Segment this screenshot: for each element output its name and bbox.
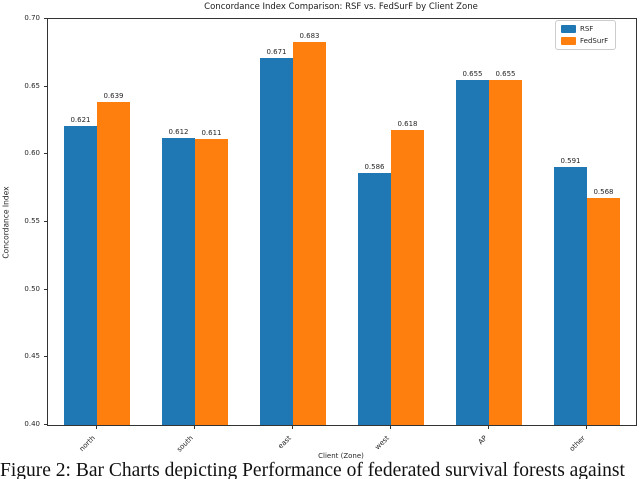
bar-rsf-AP	[456, 79, 489, 425]
bar-rsf-east	[260, 58, 293, 425]
plot-area: 0.621 0.639 0.612 0.611 0.671 0.683 0.586 0.618…	[47, 18, 637, 426]
bar-value-label: 0.683	[299, 32, 320, 40]
y-tick-mark	[44, 153, 48, 155]
y-tick-mark	[44, 85, 48, 87]
y-tick-mark	[44, 288, 48, 290]
x-tick-mark	[292, 425, 293, 429]
chart-title: Concordance Index Comparison: RSF vs. Fe…	[204, 2, 478, 12]
bar-fedsurf-west	[391, 129, 424, 425]
legend-entry-fedsurf: FedSurF	[561, 37, 608, 45]
x-tick-mark	[488, 425, 489, 429]
bar-value-label: 0.611	[201, 129, 222, 138]
y-tick-label: 0.55	[24, 217, 40, 225]
x-tick-mark	[586, 425, 587, 429]
bar-rsf-other	[554, 166, 587, 425]
legend-label: RSF	[580, 25, 594, 33]
bar-rsf-south	[162, 138, 195, 425]
y-tick-mark	[44, 18, 48, 19]
bar-value-label: 0.639	[103, 91, 124, 100]
legend-entry-rsf: RSF	[561, 25, 608, 33]
figure-caption: Figure 2: Bar Charts depicting Performan…	[0, 460, 625, 479]
legend-swatch-rsf	[561, 25, 576, 33]
bar-rsf-west	[358, 173, 391, 425]
y-tick-mark	[44, 356, 48, 358]
x-tick-mark	[194, 425, 195, 429]
bar-fedsurf-south	[195, 139, 228, 425]
y-tick-label: 0.45	[24, 352, 40, 361]
x-axis-label: Client (Zone)	[318, 452, 364, 460]
bar-fedsurf-AP	[489, 79, 522, 425]
y-tick-mark	[44, 424, 48, 425]
bar-value-label: 0.612	[168, 128, 189, 137]
y-tick-mark	[44, 221, 48, 222]
bar-value-label: 0.655	[462, 69, 483, 78]
x-tick-mark	[390, 425, 391, 429]
y-tick-label: 0.60	[24, 149, 40, 158]
bar-value-label: 0.621	[70, 115, 91, 124]
bar-value-label: 0.655	[495, 69, 516, 78]
bar-value-label: 0.671	[266, 48, 287, 57]
legend-swatch-fedsurf	[561, 37, 576, 45]
bar-value-label: 0.568	[593, 187, 614, 196]
bar-fedsurf-east	[293, 42, 326, 425]
y-tick-label: 0.65	[24, 81, 40, 90]
y-tick-label: 0.50	[24, 284, 40, 293]
bar-fedsurf-other	[587, 197, 620, 425]
y-tick-label: 0.70	[24, 14, 40, 22]
bar-rsf-north	[64, 125, 97, 425]
x-tick-mark	[96, 425, 97, 429]
legend: RSF FedSurF	[555, 20, 617, 50]
bar-fedsurf-north	[97, 101, 130, 425]
bar-value-label: 0.586	[364, 163, 385, 172]
bar-value-label: 0.591	[560, 156, 581, 165]
bar-value-label: 0.618	[397, 119, 418, 128]
y-tick-label: 0.40	[24, 420, 40, 428]
legend-label: FedSurF	[580, 37, 609, 45]
